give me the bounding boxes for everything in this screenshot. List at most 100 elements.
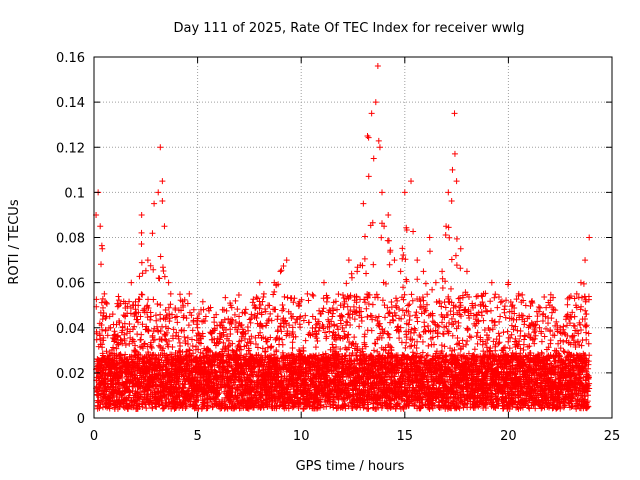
data-point <box>162 307 169 314</box>
data-point <box>186 365 193 372</box>
data-point <box>214 387 221 394</box>
data-point <box>123 378 130 385</box>
data-point <box>135 354 142 361</box>
data-point <box>369 301 376 308</box>
data-point <box>142 370 149 377</box>
data-point <box>180 314 187 321</box>
data-point <box>115 293 122 300</box>
data-point <box>331 322 338 329</box>
data-point <box>160 345 167 352</box>
data-point <box>191 378 198 385</box>
data-point <box>188 336 195 343</box>
data-point <box>134 394 141 401</box>
data-point <box>211 326 218 333</box>
data-point <box>289 339 296 346</box>
data-point <box>128 377 135 384</box>
data-point <box>382 314 389 321</box>
data-point <box>207 395 214 402</box>
data-point <box>149 230 156 237</box>
data-point <box>143 405 150 412</box>
data-point <box>113 345 120 352</box>
data-point <box>166 399 173 406</box>
data-point <box>170 387 177 394</box>
data-point <box>122 342 129 349</box>
data-point <box>117 336 124 343</box>
data-point <box>190 318 197 325</box>
data-point <box>216 322 223 329</box>
data-point <box>408 291 415 298</box>
data-point <box>211 367 218 374</box>
data-point <box>362 233 369 240</box>
data-point <box>281 293 288 300</box>
data-point <box>279 301 286 308</box>
data-point <box>204 368 211 375</box>
data-point <box>181 381 188 388</box>
data-point <box>131 323 138 330</box>
data-point <box>127 310 134 317</box>
data-point <box>200 363 207 370</box>
data-point <box>98 322 105 329</box>
data-point <box>145 381 152 388</box>
data-point <box>137 313 144 320</box>
data-point <box>197 377 204 384</box>
data-point <box>175 333 182 340</box>
data-point <box>196 332 203 339</box>
data-point <box>206 384 213 391</box>
data-point <box>221 381 228 388</box>
data-point <box>184 341 191 348</box>
data-point <box>279 341 286 348</box>
data-point <box>159 197 166 204</box>
data-point <box>111 361 118 368</box>
data-point <box>145 382 152 389</box>
data-point <box>227 397 234 404</box>
data-point <box>289 344 296 351</box>
data-point <box>154 300 161 307</box>
data-point <box>151 375 158 382</box>
data-point <box>216 330 223 337</box>
data-point <box>148 344 155 351</box>
data-point <box>175 388 182 395</box>
data-point <box>242 306 249 313</box>
data-point <box>162 367 169 374</box>
data-point <box>186 346 193 353</box>
data-point <box>226 360 233 367</box>
data-point <box>141 359 148 366</box>
data-point <box>187 352 194 359</box>
data-point <box>166 371 173 378</box>
data-point <box>141 387 148 394</box>
data-point <box>138 259 145 266</box>
data-point <box>142 267 149 274</box>
data-point <box>191 356 198 363</box>
data-point <box>103 348 110 355</box>
data-point <box>114 339 121 346</box>
data-point <box>385 331 392 338</box>
data-point <box>343 280 350 287</box>
data-point <box>130 338 137 345</box>
data-point <box>134 331 141 338</box>
data-point <box>112 402 119 409</box>
data-point <box>235 292 242 299</box>
data-point <box>364 313 371 320</box>
data-point <box>129 326 136 333</box>
data-point <box>161 393 168 400</box>
data-point <box>157 343 164 350</box>
data-point <box>118 391 125 398</box>
data-point <box>116 364 123 371</box>
data-point <box>160 267 167 274</box>
data-point <box>223 358 230 365</box>
data-point <box>165 386 172 393</box>
data-point <box>159 264 166 271</box>
data-point <box>177 351 184 358</box>
data-point <box>158 337 165 344</box>
data-point <box>205 349 212 356</box>
chart-title: Day 111 of 2025, Rate Of TEC Index for r… <box>173 21 524 36</box>
data-point <box>155 275 162 282</box>
data-point <box>219 306 226 313</box>
data-point <box>370 261 377 268</box>
data-point <box>155 342 162 349</box>
data-point <box>166 318 173 325</box>
data-point <box>267 343 274 350</box>
data-point <box>305 297 312 304</box>
data-point <box>174 376 181 383</box>
